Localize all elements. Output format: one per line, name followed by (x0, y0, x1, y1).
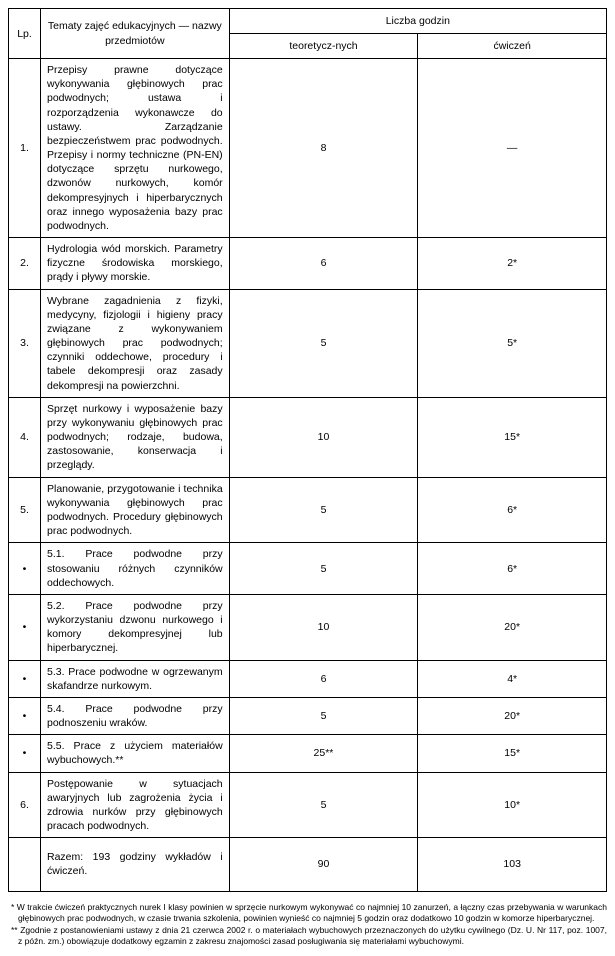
cell-topic: Sprzęt nurkowy i wyposażenie bazy przy w… (41, 397, 230, 477)
table-row: 4.Sprzęt nurkowy i wyposażenie bazy przy… (9, 397, 607, 477)
cell-topic: 5.5. Prace z użyciem materiałów wybuchow… (41, 735, 230, 772)
cell-lp: 6. (9, 772, 41, 838)
table-row: •5.2. Prace podwodne przy wykorzystaniu … (9, 594, 607, 660)
curriculum-table: Lp. Tematy zajęć edukacyjnych — nazwy pr… (8, 8, 607, 892)
cell-topic: 5.3. Prace podwodne w ogrzewanym skafand… (41, 660, 230, 697)
cell-lp: 5. (9, 477, 41, 543)
summary-row: Razem: 193 godziny wykładów i ćwiczeń.90… (9, 838, 607, 891)
cell-exercises: 6* (418, 477, 607, 543)
table-row: 1.Przepisy prawne dotyczące wykonywania … (9, 59, 607, 238)
cell-theory: 5 (229, 543, 418, 595)
footnotes: * W trakcie ćwiczeń praktycznych nurek I… (8, 902, 607, 947)
cell-theory: 25** (229, 735, 418, 772)
cell-exercises: 15* (418, 397, 607, 477)
cell-exercises: 5* (418, 289, 607, 397)
cell-lp: • (9, 594, 41, 660)
cell-topic: 5.1. Prace podwodne przy stosowaniu różn… (41, 543, 230, 595)
cell-exercises: 20* (418, 697, 607, 734)
header-topics: Tematy zajęć edukacyjnych — nazwy przedm… (41, 9, 230, 59)
cell-lp: 2. (9, 238, 41, 290)
cell-lp: • (9, 697, 41, 734)
cell-topic: Wybrane zagadnienia z fizyki, medycyny, … (41, 289, 230, 397)
cell-theory: 10 (229, 397, 418, 477)
header-exercises: ćwiczeń (418, 34, 607, 59)
table-row: •5.4. Prace podwodne przy podnoszeniu wr… (9, 697, 607, 734)
header-lp: Lp. (9, 9, 41, 59)
cell-exercises: 15* (418, 735, 607, 772)
cell-theory: 6 (229, 660, 418, 697)
cell-exercises: 2* (418, 238, 607, 290)
summary-theory: 90 (229, 838, 418, 891)
cell-theory: 6 (229, 238, 418, 290)
cell-lp: • (9, 543, 41, 595)
table-row: 3.Wybrane zagadnienia z fizyki, medycyny… (9, 289, 607, 397)
cell-topic: Postępowanie w sytuacjach awaryjnych lub… (41, 772, 230, 838)
cell-topic: 5.4. Prace podwodne przy podnoszeniu wra… (41, 697, 230, 734)
table-row: 2.Hydrologia wód morskich. Parametry fiz… (9, 238, 607, 290)
table-row: 5.Planowanie, przygotowanie i technika w… (9, 477, 607, 543)
cell-theory: 5 (229, 772, 418, 838)
summary-label: Razem: 193 godziny wykładów i ćwiczeń. (41, 838, 230, 891)
cell-topic: 5.2. Prace podwodne przy wykorzystaniu d… (41, 594, 230, 660)
cell-topic: Planowanie, przygotowanie i technika wyk… (41, 477, 230, 543)
cell-lp-empty (9, 838, 41, 891)
cell-theory: 10 (229, 594, 418, 660)
cell-lp: 1. (9, 59, 41, 238)
cell-exercises: 20* (418, 594, 607, 660)
summary-exercises: 103 (418, 838, 607, 891)
cell-theory: 8 (229, 59, 418, 238)
cell-theory: 5 (229, 477, 418, 543)
cell-topic: Hydrologia wód morskich. Parametry fizyc… (41, 238, 230, 290)
header-theory: teoretycz-nych (229, 34, 418, 59)
cell-theory: 5 (229, 697, 418, 734)
table-row: •5.1. Prace podwodne przy stosowaniu róż… (9, 543, 607, 595)
cell-lp: 3. (9, 289, 41, 397)
table-row: •5.5. Prace z użyciem materiałów wybucho… (9, 735, 607, 772)
cell-exercises: 6* (418, 543, 607, 595)
header-hours: Liczba godzin (229, 9, 606, 34)
cell-exercises: 4* (418, 660, 607, 697)
footnote-1: * W trakcie ćwiczeń praktycznych nurek I… (18, 902, 607, 924)
cell-topic: Przepisy prawne dotyczące wykonywania gł… (41, 59, 230, 238)
cell-lp: • (9, 660, 41, 697)
cell-theory: 5 (229, 289, 418, 397)
table-row: •5.3. Prace podwodne w ogrzewanym skafan… (9, 660, 607, 697)
cell-lp: • (9, 735, 41, 772)
footnote-2: ** Zgodnie z postanowieniami ustawy z dn… (18, 925, 607, 947)
cell-exercises: 10* (418, 772, 607, 838)
table-row: 6.Postępowanie w sytuacjach awaryjnych l… (9, 772, 607, 838)
cell-lp: 4. (9, 397, 41, 477)
cell-exercises: — (418, 59, 607, 238)
